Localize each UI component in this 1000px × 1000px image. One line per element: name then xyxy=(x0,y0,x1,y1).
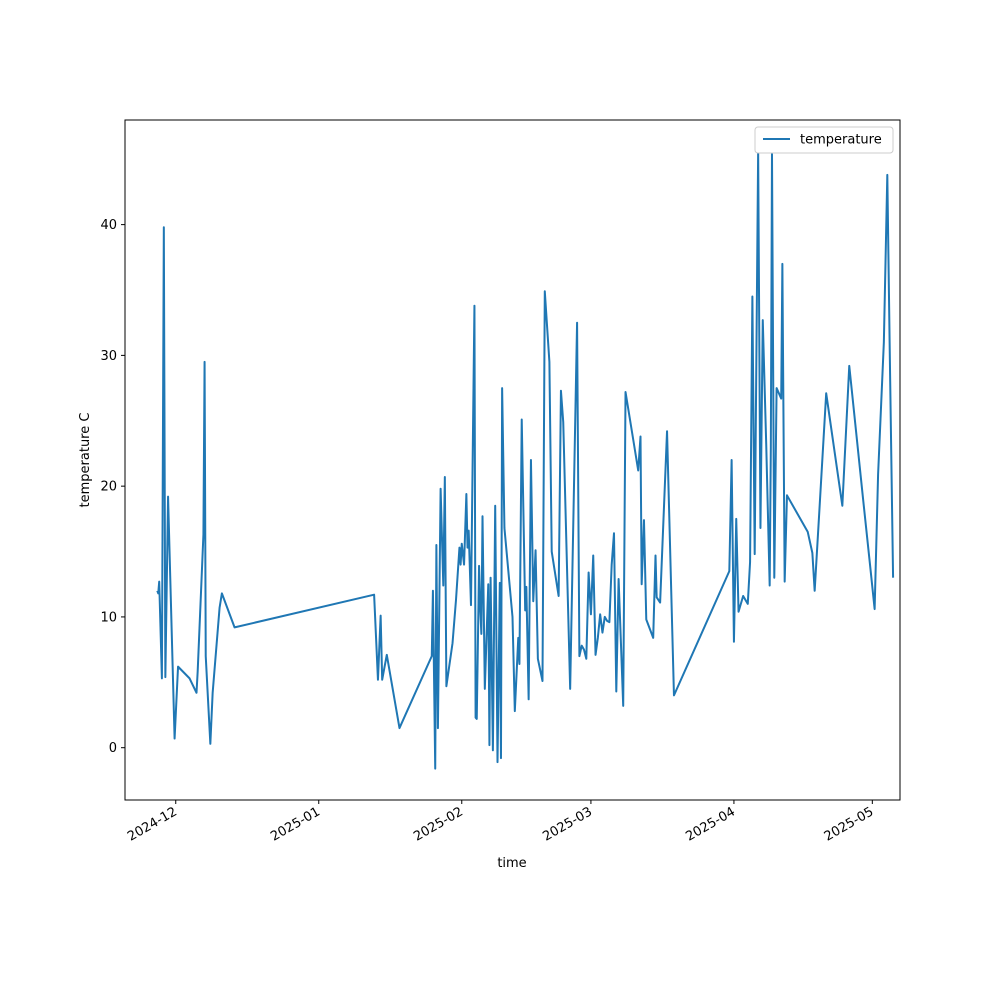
y-axis: 0 10 20 30 40 xyxy=(100,218,125,756)
y-tick-label: 40 xyxy=(100,218,117,233)
y-tick-label: 30 xyxy=(100,349,117,364)
x-axis-label: time xyxy=(497,856,526,871)
y-axis-label: temperature C xyxy=(78,413,93,508)
series-line-0 xyxy=(156,150,895,770)
y-tick-label: 20 xyxy=(100,480,117,495)
axes-frame xyxy=(124,119,901,801)
legend: temperature xyxy=(754,126,894,154)
legend-box xyxy=(754,126,894,154)
y-tick-label: 10 xyxy=(100,610,117,625)
plot-area xyxy=(156,150,895,770)
y-tick-label: 0 xyxy=(109,741,117,756)
legend-label: temperature xyxy=(800,133,882,148)
